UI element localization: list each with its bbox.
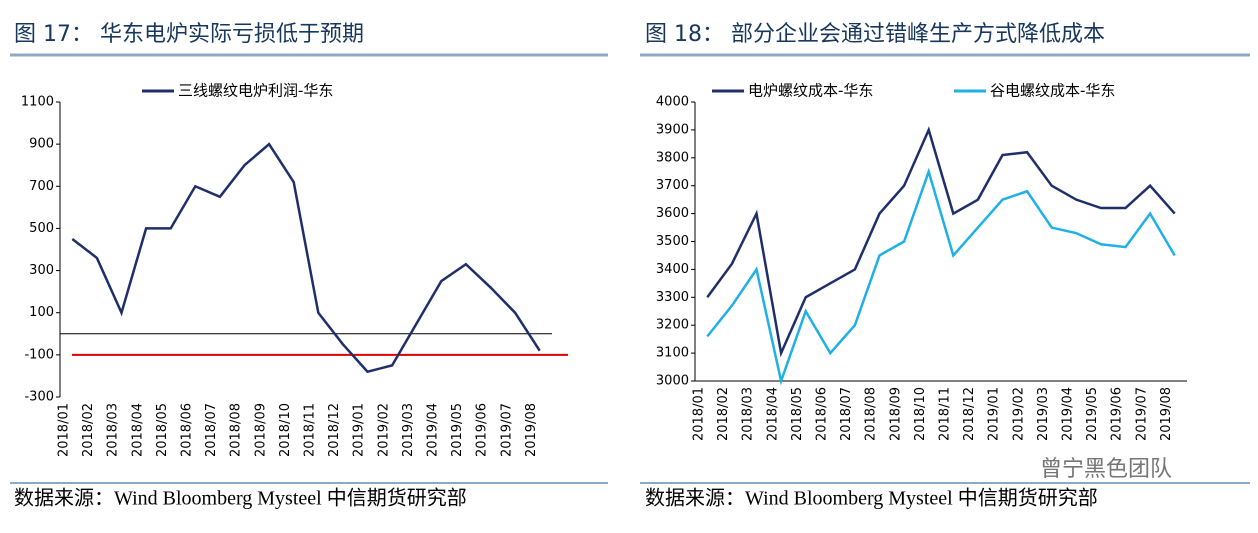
x-tick-label: 2018/04: [765, 387, 780, 441]
y-tick-label: 1100: [21, 95, 54, 110]
x-tick-label: 2018/06: [180, 403, 195, 457]
watermark: 曾宁黑色团队: [1040, 457, 1172, 482]
y-tick-label: 300: [29, 263, 54, 278]
x-tick-label: 2019/04: [1061, 387, 1076, 441]
x-tick-label: 2019/06: [475, 403, 490, 457]
legend-label: 谷电螺纹成本-华东: [990, 82, 1115, 100]
x-tick-label: 2018/08: [229, 403, 244, 457]
y-tick-label: -100: [24, 347, 54, 362]
x-tick-label: 2018/01: [692, 387, 707, 441]
y-tick-label: 3900: [656, 122, 689, 137]
x-tick-label: 2018/05: [155, 403, 170, 457]
x-tick-label: 2018/04: [130, 403, 145, 457]
series-line: [706, 167, 1176, 386]
y-tick-label: 4000: [656, 95, 689, 110]
y-tick-label: 3600: [656, 206, 689, 221]
legend-label: 电炉螺纹成本-华东: [748, 82, 873, 100]
y-tick-label: 3100: [656, 346, 689, 361]
x-tick-label: 2018/09: [888, 387, 903, 441]
y-tick-label: 100: [29, 305, 54, 320]
x-tick-label: 2018/07: [839, 387, 854, 441]
x-tick-label: 2018/11: [938, 387, 953, 441]
series-line: [706, 126, 1176, 358]
y-tick-label: -300: [24, 390, 54, 405]
x-tick-label: 2019/04: [426, 403, 441, 457]
x-tick-label: 2019/02: [376, 403, 391, 457]
y-tick-label: 500: [29, 221, 54, 236]
x-tick-label: 2018/01: [57, 403, 72, 457]
x-tick-label: 2018/06: [815, 387, 830, 441]
x-tick-label: 2018/12: [962, 387, 977, 441]
x-tick-label: 2018/09: [253, 403, 268, 457]
legend-label: 三线螺纹电炉利润-华东: [178, 82, 333, 100]
x-tick-label: 2018/03: [741, 387, 756, 441]
x-tick-label: 2019/03: [401, 403, 416, 457]
y-tick-label: 700: [29, 179, 54, 194]
x-tick-label: 2019/03: [1036, 387, 1051, 441]
x-tick-label: 2018/11: [303, 403, 318, 457]
x-tick-label: 2018/10: [278, 403, 293, 457]
y-tick-label: 3500: [656, 234, 689, 249]
y-tick-label: 900: [29, 137, 54, 152]
x-tick-label: 2018/10: [913, 387, 928, 441]
x-tick-label: 2018/07: [204, 403, 219, 457]
x-tick-label: 2019/07: [499, 403, 514, 457]
y-tick-label: 3800: [656, 150, 689, 165]
x-tick-label: 2019/02: [1011, 387, 1026, 441]
y-tick-label: 3400: [656, 262, 689, 277]
x-tick-label: 2019/08: [524, 403, 539, 457]
x-tick-label: 2019/05: [1085, 387, 1100, 441]
chart-title: 图 18： 部分企业会通过错峰生产方式降低成本: [645, 22, 1105, 47]
y-tick-label: 3300: [656, 290, 689, 305]
series-line: [71, 142, 541, 374]
x-tick-label: 2019/06: [1110, 387, 1125, 441]
x-tick-label: 2019/07: [1134, 387, 1149, 441]
source: 数据来源：Wind Bloomberg Mysteel 中信期货研究部: [645, 487, 1098, 510]
x-tick-label: 2019/05: [450, 403, 465, 457]
y-tick-label: 3700: [656, 178, 689, 193]
source: 数据来源：Wind Bloomberg Mysteel 中信期货研究部: [14, 487, 467, 510]
x-tick-label: 2019/08: [1159, 387, 1174, 441]
x-tick-label: 2018/02: [716, 387, 731, 441]
chart-title: 图 17： 华东电炉实际亏损低于预期: [14, 22, 364, 47]
x-tick-label: 2018/02: [81, 403, 96, 457]
y-tick-label: 3000: [656, 374, 689, 389]
x-tick-label: 2018/05: [790, 387, 805, 441]
y-tick-label: 3200: [656, 318, 689, 333]
x-tick-label: 2019/01: [987, 387, 1002, 441]
x-tick-label: 2018/12: [327, 403, 342, 457]
x-tick-label: 2019/01: [352, 403, 367, 457]
x-tick-label: 2018/03: [106, 403, 121, 457]
x-tick-label: 2018/08: [864, 387, 879, 441]
